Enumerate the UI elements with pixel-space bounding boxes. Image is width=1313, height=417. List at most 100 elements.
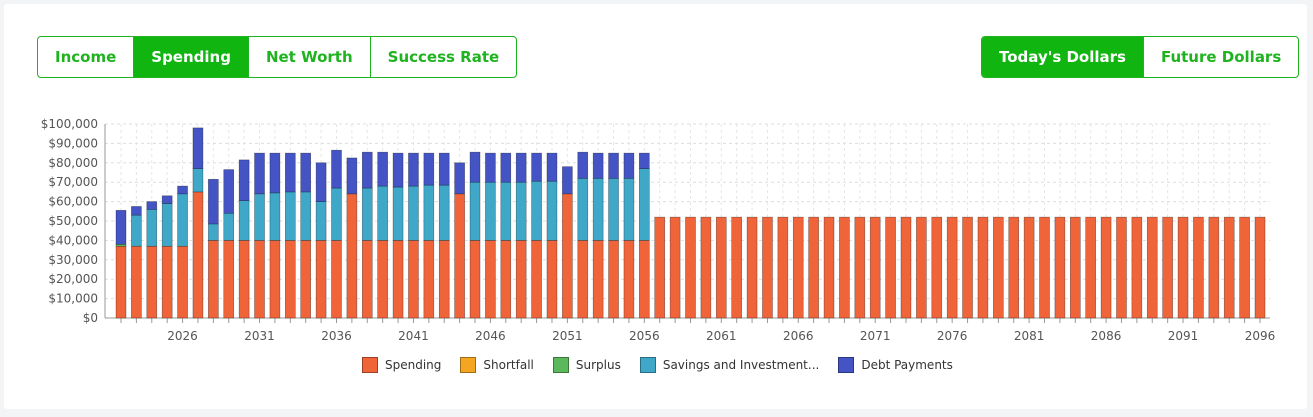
bar-segment-savings-and-investment[interactable] (577, 178, 589, 241)
bar-segment-spending[interactable] (962, 216, 973, 319)
bar-segment-savings-and-investment[interactable] (392, 186, 404, 241)
bar-segment-savings-and-investment[interactable] (608, 178, 619, 241)
bar-segment-spending[interactable] (1239, 216, 1250, 319)
bar-segment-savings-and-investment[interactable] (177, 193, 188, 247)
bar-segment-debt-payments[interactable] (131, 206, 142, 216)
bar-segment-debt-payments[interactable] (485, 152, 496, 183)
bar-segment-savings-and-investment[interactable] (331, 187, 342, 241)
bar-segment-spending[interactable] (115, 245, 127, 319)
bar-segment-spending[interactable] (285, 240, 296, 319)
bar-segment-spending[interactable] (331, 240, 342, 319)
bar-segment-spending[interactable] (1100, 216, 1112, 319)
bar-segment-spending[interactable] (1131, 216, 1143, 319)
bar-segment-spending[interactable] (423, 240, 435, 319)
bar-segment-spending[interactable] (161, 245, 173, 319)
bar-segment-debt-payments[interactable] (254, 152, 265, 195)
bar-segment-spending[interactable] (1146, 216, 1158, 319)
bar-segment-debt-payments[interactable] (177, 185, 188, 195)
bar-segment-spending[interactable] (1054, 216, 1066, 319)
bar-segment-spending[interactable] (438, 240, 450, 319)
bar-segment-spending[interactable] (977, 216, 989, 319)
bar-segment-spending[interactable] (1116, 216, 1127, 319)
bar-segment-spending[interactable] (993, 216, 1004, 319)
bar-segment-debt-payments[interactable] (285, 152, 296, 193)
bar-segment-debt-payments[interactable] (469, 151, 481, 183)
bar-segment-savings-and-investment[interactable] (161, 203, 173, 247)
bar-segment-savings-and-investment[interactable] (623, 178, 635, 241)
bar-segment-debt-payments[interactable] (408, 152, 419, 187)
bar-segment-savings-and-investment[interactable] (361, 187, 373, 241)
bar-segment-spending[interactable] (177, 245, 188, 319)
bar-segment-spending[interactable] (1208, 216, 1220, 319)
income-tab[interactable]: Income (55, 48, 117, 66)
bar-segment-savings-and-investment[interactable] (300, 191, 312, 241)
success-rate-tab[interactable]: Success Rate (369, 37, 517, 77)
bar-segment-spending[interactable] (531, 240, 542, 319)
bar-segment-spending[interactable] (1008, 216, 1020, 319)
bar-segment-debt-payments[interactable] (238, 159, 250, 201)
bar-segment-spending[interactable] (1177, 216, 1189, 319)
bar-segment-spending[interactable] (869, 216, 881, 319)
bar-segment-spending[interactable] (577, 240, 589, 319)
bar-segment-debt-payments[interactable] (377, 151, 388, 187)
bar-segment-debt-payments[interactable] (639, 152, 650, 169)
bar-segment-savings-and-investment[interactable] (377, 185, 388, 241)
bar-segment-spending[interactable] (1254, 216, 1266, 319)
bar-segment-debt-payments[interactable] (331, 149, 342, 189)
bar-segment-debt-payments[interactable] (269, 152, 281, 194)
bar-segment-spending[interactable] (346, 193, 358, 319)
bar-segment-debt-payments[interactable] (454, 162, 465, 195)
bar-segment-spending[interactable] (762, 216, 773, 319)
bar-segment-savings-and-investment[interactable] (423, 184, 435, 241)
bar-segment-spending[interactable] (669, 216, 681, 319)
bar-segment-debt-payments[interactable] (392, 152, 404, 188)
bar-segment-savings-and-investment[interactable] (146, 209, 158, 247)
bar-segment-debt-payments[interactable] (192, 127, 204, 169)
bar-segment-debt-payments[interactable] (300, 152, 312, 193)
bar-segment-debt-payments[interactable] (500, 152, 512, 183)
bar-segment-spending[interactable] (469, 240, 481, 319)
bar-segment-spending[interactable] (1162, 216, 1173, 319)
bar-segment-spending[interactable] (238, 240, 250, 319)
bar-segment-debt-payments[interactable] (592, 152, 604, 179)
bar-segment-debt-payments[interactable] (161, 195, 173, 204)
bar-segment-spending[interactable] (854, 216, 866, 319)
bar-segment-spending[interactable] (839, 216, 850, 319)
bar-segment-spending[interactable] (269, 240, 281, 319)
bar-segment-spending[interactable] (900, 216, 912, 319)
bar-segment-debt-payments[interactable] (546, 152, 558, 182)
bar-segment-spending[interactable] (223, 240, 235, 319)
bar-segment-spending[interactable] (1069, 216, 1081, 319)
bar-segment-spending[interactable] (654, 216, 666, 319)
bar-segment-spending[interactable] (608, 240, 619, 319)
bar-segment-debt-payments[interactable] (223, 169, 235, 214)
bar-segment-savings-and-investment[interactable] (531, 180, 542, 241)
net-worth-tab[interactable]: Net Worth (247, 37, 370, 77)
bar-segment-spending[interactable] (731, 216, 742, 319)
bar-segment-spending[interactable] (392, 240, 404, 319)
bar-segment-spending[interactable] (131, 245, 142, 319)
bar-segment-spending[interactable] (639, 240, 650, 319)
bar-segment-savings-and-investment[interactable] (223, 212, 235, 241)
bar-segment-spending[interactable] (1193, 216, 1204, 319)
bar-segment-spending[interactable] (408, 240, 419, 319)
bar-segment-savings-and-investment[interactable] (438, 184, 450, 241)
bar-segment-spending[interactable] (623, 240, 635, 319)
bar-segment-spending[interactable] (315, 240, 327, 319)
bar-segment-savings-and-investment[interactable] (546, 180, 558, 241)
legend-item-surplus[interactable]: Surplus (552, 357, 621, 373)
bar-segment-spending[interactable] (546, 240, 558, 319)
bar-segment-spending[interactable] (792, 216, 804, 319)
bar-segment-savings-and-investment[interactable] (238, 200, 250, 241)
bar-segment-debt-payments[interactable] (423, 152, 435, 186)
bar-segment-spending[interactable] (808, 216, 819, 319)
bar-segment-savings-and-investment[interactable] (208, 223, 219, 241)
bar-segment-debt-payments[interactable] (562, 166, 573, 195)
bar-segment-spending[interactable] (254, 240, 265, 319)
bar-segment-spending[interactable] (885, 216, 896, 319)
legend-item-shortfall[interactable]: Shortfall (460, 357, 534, 373)
bar-segment-spending[interactable] (454, 193, 465, 319)
bar-segment-debt-payments[interactable] (146, 201, 158, 210)
bar-segment-spending[interactable] (300, 240, 312, 319)
bar-segment-spending[interactable] (592, 240, 604, 319)
